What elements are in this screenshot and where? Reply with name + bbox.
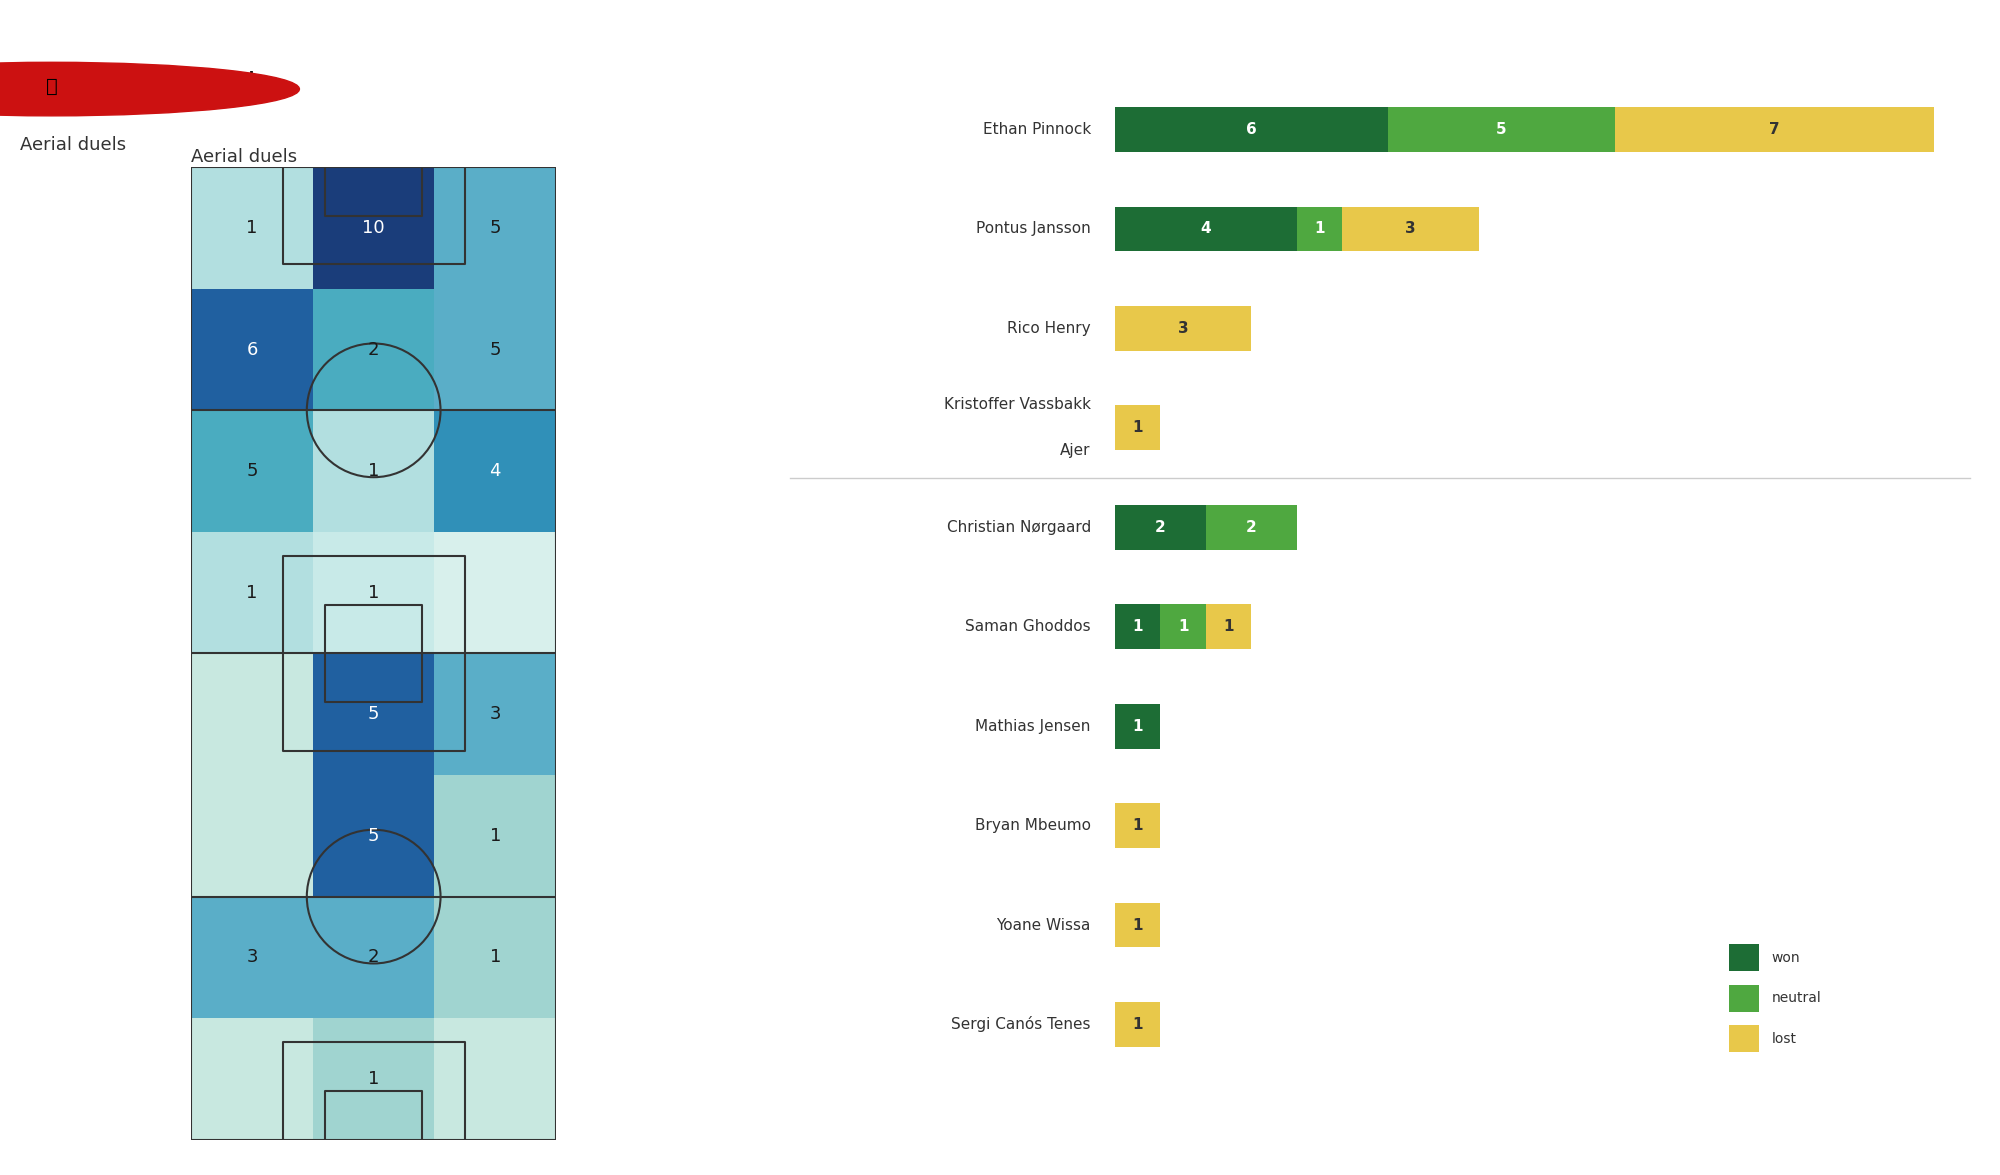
Bar bbox=[192, 897, 312, 1019]
Bar bbox=[434, 289, 556, 410]
Text: 1: 1 bbox=[246, 584, 258, 602]
Text: 1: 1 bbox=[490, 948, 500, 966]
Bar bbox=[192, 776, 312, 897]
Bar bbox=[434, 653, 556, 776]
Bar bbox=[312, 1019, 434, 1140]
Text: 3: 3 bbox=[490, 705, 500, 724]
Bar bbox=[434, 897, 556, 1019]
Text: 2: 2 bbox=[368, 341, 380, 358]
Text: 5: 5 bbox=[246, 462, 258, 481]
Text: 1: 1 bbox=[368, 584, 380, 602]
Bar bbox=[434, 1019, 556, 1140]
Bar bbox=[434, 167, 556, 289]
Bar bbox=[192, 653, 312, 776]
Text: 10: 10 bbox=[362, 219, 384, 237]
Bar bbox=[434, 532, 556, 653]
Text: 5: 5 bbox=[368, 705, 380, 724]
Text: 5: 5 bbox=[490, 219, 500, 237]
Text: 4: 4 bbox=[490, 462, 500, 481]
Text: 1: 1 bbox=[246, 219, 258, 237]
Bar bbox=[192, 1019, 312, 1140]
Bar bbox=[312, 167, 434, 289]
Bar bbox=[434, 410, 556, 532]
Text: 1: 1 bbox=[368, 462, 380, 481]
Circle shape bbox=[0, 62, 300, 116]
Text: 2: 2 bbox=[368, 948, 380, 966]
Text: 5: 5 bbox=[490, 341, 500, 358]
Text: 5: 5 bbox=[368, 827, 380, 845]
Bar bbox=[312, 532, 434, 653]
Bar bbox=[312, 289, 434, 410]
Text: 3: 3 bbox=[246, 948, 258, 966]
Bar bbox=[312, 897, 434, 1019]
Text: 1: 1 bbox=[368, 1070, 380, 1088]
Text: 6: 6 bbox=[246, 341, 258, 358]
Bar bbox=[192, 532, 312, 653]
Text: Aerial duels: Aerial duels bbox=[20, 136, 126, 154]
Bar bbox=[192, 289, 312, 410]
Bar bbox=[312, 653, 434, 776]
Text: Aerial duels: Aerial duels bbox=[192, 148, 298, 166]
Bar bbox=[312, 776, 434, 897]
Bar bbox=[192, 410, 312, 532]
Bar bbox=[434, 776, 556, 897]
Text: 1: 1 bbox=[490, 827, 500, 845]
Text: Brentford: Brentford bbox=[112, 70, 256, 100]
Bar bbox=[312, 410, 434, 532]
Bar bbox=[192, 167, 312, 289]
Text: 🐝: 🐝 bbox=[46, 78, 58, 96]
